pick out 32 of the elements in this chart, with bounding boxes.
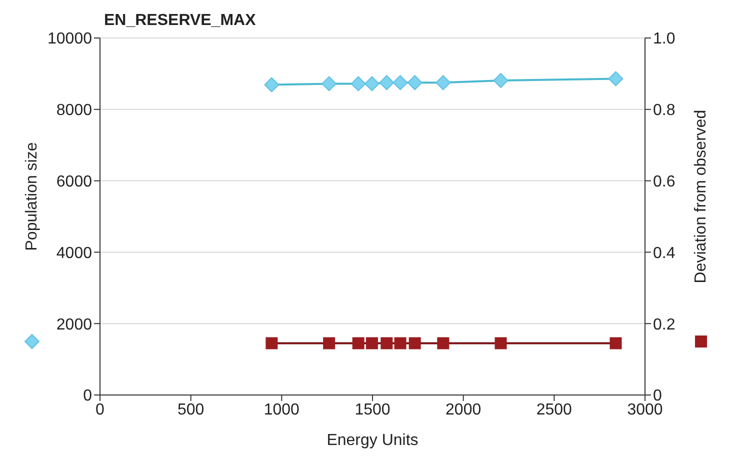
point bbox=[608, 71, 624, 86]
point bbox=[364, 76, 380, 92]
y2-tick-label: 0.4 bbox=[653, 244, 676, 262]
point bbox=[322, 76, 337, 92]
point bbox=[392, 75, 408, 90]
y2-tick-label: 0.2 bbox=[653, 316, 676, 334]
x-tick-label: 2000 bbox=[446, 401, 482, 418]
y-axis-title: Population size bbox=[24, 142, 40, 251]
y-tick-label: 8000 bbox=[56, 102, 92, 120]
x-tick-label: 500 bbox=[177, 401, 204, 418]
y2-tick-label: 0.6 bbox=[653, 173, 676, 190]
point bbox=[436, 75, 451, 90]
point bbox=[264, 77, 280, 92]
point bbox=[379, 75, 394, 90]
y2-tick-label: 0.8 bbox=[653, 102, 676, 120]
y-tick-label: 6000 bbox=[56, 173, 92, 190]
point bbox=[493, 72, 508, 88]
x-tick-label: 0 bbox=[96, 401, 105, 418]
point bbox=[350, 76, 366, 92]
chart-title: EN_RESERVE_MAX bbox=[104, 12, 256, 30]
x-tick-label: 1000 bbox=[264, 401, 300, 418]
y2-tick-label: 1.0 bbox=[653, 30, 676, 48]
x-axis-title: Energy Units bbox=[326, 432, 418, 449]
x-tick-label: 3000 bbox=[627, 401, 663, 418]
x-tick-label: 2500 bbox=[536, 401, 572, 418]
y-tick-label: 4000 bbox=[56, 244, 92, 262]
y-tick-label: 10000 bbox=[48, 30, 92, 48]
y2-axis-title: Deviation from observed bbox=[692, 110, 710, 284]
point bbox=[407, 75, 422, 90]
y-tick-label: 0 bbox=[83, 388, 92, 405]
x-tick-label: 1500 bbox=[354, 401, 390, 418]
y-tick-label: 2000 bbox=[56, 316, 92, 334]
